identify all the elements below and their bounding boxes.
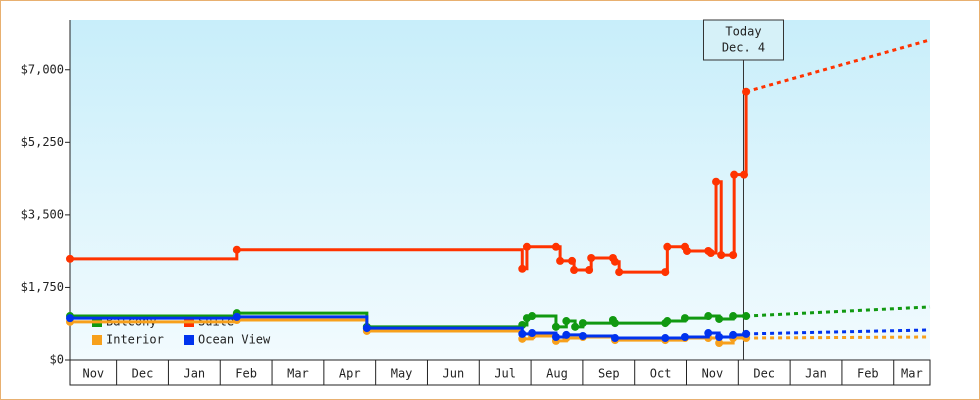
month-label: Mar [287, 367, 309, 381]
month-label: Dec [753, 367, 775, 381]
price-point [704, 312, 713, 321]
month-label: Jan [805, 367, 827, 381]
price-point [551, 332, 560, 341]
price-point [528, 312, 537, 321]
price-point [706, 249, 715, 258]
price-point [611, 319, 620, 328]
price-point [661, 334, 670, 343]
month-label: Jan [183, 367, 205, 381]
legend-label: Interior [106, 333, 164, 347]
price-point [663, 242, 672, 251]
month-label: Nov [702, 367, 724, 381]
month-label: Sep [598, 367, 620, 381]
month-label: Jul [494, 367, 516, 381]
y-tick-label: $1,750 [21, 280, 64, 294]
month-label: Feb [857, 367, 879, 381]
price-point [522, 242, 531, 251]
price-point [661, 268, 670, 277]
price-point [518, 264, 527, 273]
price-point [551, 242, 560, 251]
price-point [611, 334, 620, 343]
today-box [702, 19, 784, 61]
price-point [66, 314, 74, 323]
price-point [717, 251, 726, 260]
price-point [729, 251, 738, 260]
price-point [562, 330, 571, 339]
legend-swatch [92, 335, 102, 345]
month-label: May [391, 367, 413, 381]
price-point [740, 170, 749, 179]
y-tick-label: $5,250 [21, 135, 64, 149]
price-point [570, 266, 579, 275]
price-point [528, 329, 537, 338]
price-point [232, 245, 241, 254]
price-point [712, 177, 721, 186]
price-point [680, 332, 689, 341]
price-point [663, 317, 672, 326]
price-point [742, 87, 751, 96]
legend-swatch [184, 335, 194, 345]
x-axis-band [69, 359, 931, 386]
price-point [742, 329, 751, 338]
price-point [585, 266, 594, 275]
price-point [729, 330, 738, 339]
today-label: Today [725, 25, 761, 39]
price-point [742, 312, 751, 321]
price-point [729, 312, 738, 321]
price-point [683, 246, 692, 255]
month-label: Oct [650, 367, 672, 381]
legend-label: Ocean View [198, 333, 271, 347]
month-label: Jun [443, 367, 465, 381]
month-label: Dec [132, 367, 154, 381]
price-point [551, 322, 560, 331]
price-point [715, 339, 724, 347]
price-point [578, 319, 587, 328]
forecast-line [746, 328, 931, 336]
y-tick-label: $0 [50, 353, 64, 367]
price-point [362, 324, 371, 333]
price-point [704, 329, 713, 338]
price-point [518, 329, 527, 338]
price-point [587, 254, 596, 262]
price-point [730, 170, 739, 179]
today-label: Dec. 4 [722, 41, 765, 55]
price-point [715, 314, 724, 323]
plot-area [70, 20, 930, 360]
price-point [611, 257, 620, 266]
price-point [578, 331, 587, 340]
price-point [568, 256, 577, 265]
price-point [66, 254, 74, 263]
forecast-line [746, 305, 931, 318]
forecast-line [746, 335, 931, 340]
price-point [562, 317, 571, 326]
month-label: Nov [82, 367, 104, 381]
month-label: Feb [235, 367, 257, 381]
y-tick-label: $7,000 [21, 62, 64, 76]
price-line [70, 91, 748, 274]
month-label: Apr [339, 367, 361, 381]
price-point [615, 268, 624, 277]
price-point [556, 256, 565, 265]
price-point [571, 322, 580, 331]
month-label: Aug [546, 367, 568, 381]
price-point [680, 314, 689, 323]
price-point [715, 332, 724, 341]
y-tick-label: $3,500 [21, 207, 64, 221]
price-point [232, 312, 241, 321]
month-label: Mar [901, 367, 923, 381]
